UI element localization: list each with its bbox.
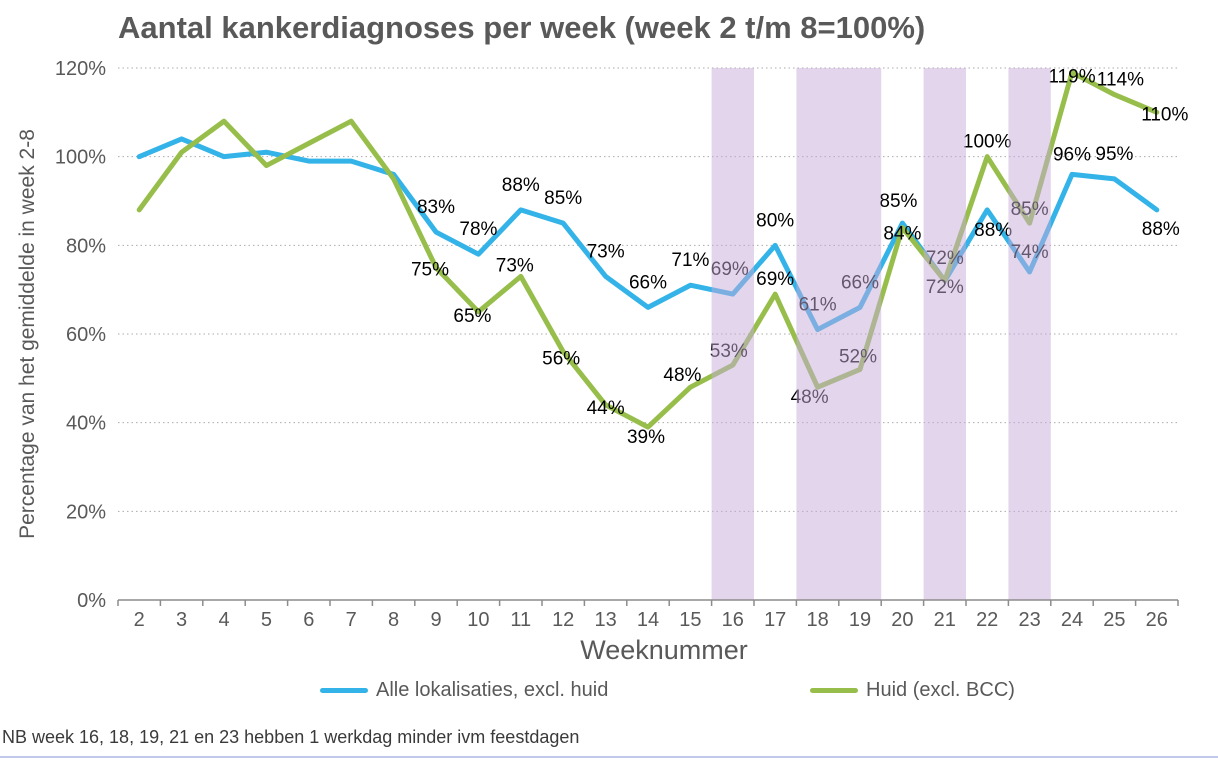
data-label-alle-lokalisaties-week-17: 80% [756,210,794,231]
x-tick-label-6: 6 [303,609,314,631]
series-line-alle-lokalisaties [136,136,1160,333]
data-label-alle-lokalisaties-week-15: 71% [671,250,709,271]
legend-item-alle-lokalisaties: Alle lokalisaties, excl. huid [320,679,608,701]
data-label-alle-lokalisaties-week-14: 66% [629,272,667,293]
holiday-band-week-18-19 [796,68,882,600]
data-label-huid-week-9: 75% [411,260,449,281]
legend-label-alle-lokalisaties: Alle lokalisaties, excl. huid [376,678,609,701]
holiday-band-week-23 [1008,68,1051,600]
y-axis-title: Percentage van het gemiddelde in week 2-… [16,129,39,539]
bottom-edge-line [0,756,1218,758]
x-tick-label-22: 22 [976,609,998,631]
x-tick-label-7: 7 [346,609,357,631]
x-tick-label-24: 24 [1061,609,1083,631]
x-tick-label-10: 10 [467,609,489,631]
x-tick-label-26: 26 [1146,609,1168,631]
x-tick-label-17: 17 [764,609,786,631]
x-tick-label-9: 9 [430,609,441,631]
data-label-huid-week-10: 65% [453,306,491,327]
data-label-huid-week-14: 39% [627,427,665,448]
data-label-alle-lokalisaties-week-20: 85% [879,191,917,212]
data-label-huid-week-25: 114% [1097,70,1144,91]
x-tick-label-11: 11 [510,609,531,631]
x-tick-label-23: 23 [1018,609,1040,631]
footer-note: NB week 16, 18, 19, 21 en 23 hebben 1 we… [2,727,580,747]
x-tick-label-12: 12 [552,609,574,631]
x-tick-label-13: 13 [594,609,616,631]
data-label-huid-week-11: 73% [496,255,534,276]
data-label-alle-lokalisaties-week-9: 83% [417,197,455,218]
data-label-alle-lokalisaties-week-11: 88% [502,175,540,196]
data-label-alle-lokalisaties-week-13: 73% [587,241,625,262]
data-label-huid-week-22: 100% [963,132,1012,153]
data-label-huid-week-20: 84% [883,224,921,245]
x-axis-title: Weeknummer [580,635,748,665]
legend-item-huid: Huid (excl. BCC) [810,679,1015,701]
data-label-alle-lokalisaties-week-24: 96% [1053,144,1091,165]
x-tick-label-2: 2 [134,609,145,631]
data-label-alle-lokalisaties-week-22: 88% [974,220,1012,241]
data-label-huid-week-15: 48% [663,365,701,386]
x-tick-label-5: 5 [261,609,272,631]
legend-label-huid: Huid (excl. BCC) [866,678,1015,701]
data-label-huid-week-12: 56% [542,349,580,370]
x-tick-label-25: 25 [1103,609,1125,631]
x-tick-label-18: 18 [806,609,828,631]
y-tick-label: 80% [66,235,106,257]
x-tick-label-8: 8 [388,609,399,631]
data-label-alle-lokalisaties-week-25: 95% [1095,144,1133,165]
data-label-alle-lokalisaties-week-12: 85% [544,188,582,209]
x-tick-label-20: 20 [891,609,913,631]
y-tick-label: 20% [66,501,106,523]
x-tick-label-4: 4 [218,609,229,631]
y-tick-label: 60% [66,324,106,346]
data-label-alle-lokalisaties-week-26: 88% [1142,219,1180,240]
data-label-huid-week-13: 44% [587,398,625,419]
legend-swatch-huid [810,687,858,693]
data-label-alle-lokalisaties-week-10: 78% [459,219,497,240]
legend-swatch-alle-lokalisaties [320,687,368,693]
y-tick-label: 40% [66,413,106,435]
x-tick-label-21: 21 [934,609,956,631]
x-tick-label-15: 15 [679,609,701,631]
holiday-band-week-16 [711,68,754,600]
x-tick-label-14: 14 [637,609,659,631]
series-line-huid [136,69,1160,430]
data-label-huid-week-26: 110% [1141,104,1188,125]
data-label-huid-week-17: 69% [756,269,794,290]
y-tick-label: 100% [55,147,106,169]
y-tick-label: 0% [77,590,106,612]
data-label-huid-week-24: 119% [1048,66,1095,87]
x-tick-label-19: 19 [849,609,871,631]
x-tick-label-3: 3 [176,609,187,631]
holiday-band-week-21 [923,68,966,600]
chart-title: Aantal kankerdiagnoses per week (week 2 … [118,10,926,45]
x-tick-label-16: 16 [722,609,744,631]
y-tick-label: 120% [55,58,106,80]
